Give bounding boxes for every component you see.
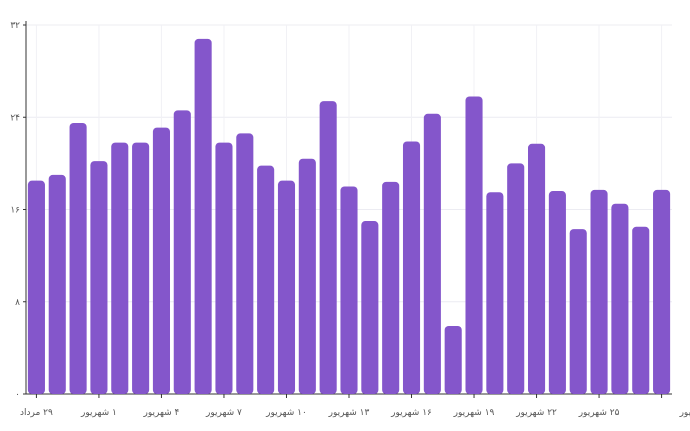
bar-9 <box>215 142 233 394</box>
bar-24 <box>528 143 546 394</box>
x-tick-label-10: ۲۸ شهریور <box>679 408 690 418</box>
bar-5 <box>132 142 150 394</box>
bar-25 <box>548 191 566 394</box>
y-tick-label-0: ۰ <box>15 390 20 400</box>
x-tick-label-9: ۲۵ شهریور <box>578 408 620 418</box>
bar-10 <box>236 133 254 395</box>
bar-13 <box>298 158 316 394</box>
bar-3 <box>90 161 108 394</box>
bar-26 <box>569 229 587 394</box>
bar-4 <box>111 142 129 394</box>
x-tick-label-8: ۲۲ شهریور <box>515 408 557 418</box>
bar-8 <box>194 38 212 395</box>
y-tick-label-2: ۱۶ <box>10 206 20 216</box>
bar-16 <box>361 221 379 394</box>
x-tick-label-7: ۱۹ شهریور <box>453 408 495 418</box>
x-tick-label-3: ۷ شهریور <box>205 408 242 418</box>
bar-15 <box>340 186 358 394</box>
y-tick-label-4: ۳۲ <box>10 21 20 31</box>
bar-17 <box>382 181 400 394</box>
x-tick-label-2: ۴ شهریور <box>143 408 180 418</box>
x-tick-label-0: ۲۹ مرداد <box>20 408 53 418</box>
bar-7 <box>173 110 191 395</box>
bar-21 <box>465 96 483 395</box>
bar-2 <box>69 123 87 394</box>
bar-30 <box>653 189 671 394</box>
x-tick-label-6: ۱۶ شهریور <box>390 408 432 418</box>
bar-6 <box>152 127 170 395</box>
bar-22 <box>486 192 504 394</box>
y-tick-label-1: ۸ <box>15 298 20 308</box>
bar-19 <box>423 113 441 395</box>
bar-27 <box>590 189 608 394</box>
bar-14 <box>319 101 337 394</box>
x-tick-label-4: ۱۰ شهریور <box>265 408 307 418</box>
bar-0 <box>27 180 45 394</box>
bar-20 <box>444 325 462 394</box>
bar-23 <box>507 163 525 394</box>
bar-29 <box>632 226 650 394</box>
y-tick-label-3: ۲۴ <box>10 113 20 123</box>
bar-18 <box>402 141 421 394</box>
bar-1 <box>48 174 66 394</box>
bars <box>27 38 671 395</box>
bar-11 <box>257 165 275 394</box>
y-tick-labels: ۰ ۸ ۱۶ ۲۴ ۳۲ <box>10 21 26 400</box>
x-tick-label-5: ۱۳ شهریور <box>328 408 370 418</box>
x-tick-label-1: ۱ شهریور <box>80 408 117 418</box>
x-tick-labels: ۲۹ مرداد ۱ شهریور ۴ شهریور ۷ شهریور ۱۰ شهریو… <box>20 394 690 418</box>
bar-28 <box>611 203 629 394</box>
bar-12 <box>277 180 296 394</box>
